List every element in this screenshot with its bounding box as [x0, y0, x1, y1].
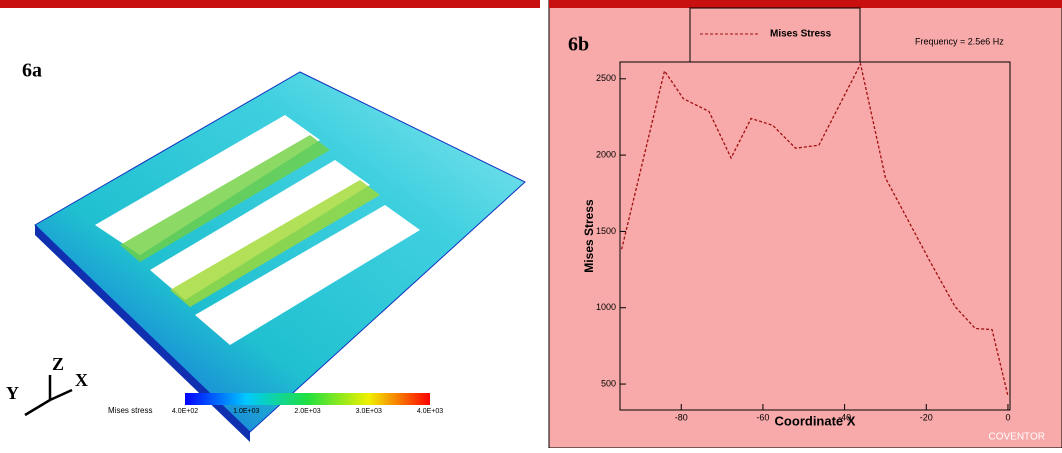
panel-b	[549, 0, 1062, 448]
panel-label: 6a	[22, 60, 42, 82]
x-tick-label: -80	[675, 412, 688, 422]
colorbar-label: 4.0E+02	[172, 408, 198, 415]
annotation: Frequency = 2.5e6 Hz	[915, 36, 1004, 46]
x-tick-label: -60	[756, 412, 769, 422]
y-axis-label: Mises Stress	[582, 199, 596, 273]
x-tick-label: 0	[1005, 412, 1010, 422]
colorbar-label: 3.0E+03	[356, 408, 382, 415]
y-tick-label: 500	[601, 378, 616, 388]
colorbar-label: 2.0E+03	[294, 408, 320, 415]
y-tick-label: 1000	[596, 302, 616, 312]
title-bar	[549, 0, 1062, 8]
colorbar-label: 1.0E+03	[233, 408, 259, 415]
legend-label: Mises Stress	[770, 29, 832, 40]
y-tick-label: 2500	[596, 73, 616, 83]
panel-label: 6b	[568, 34, 589, 56]
x-tick-label: -40	[838, 412, 851, 422]
axis-y: Y	[6, 383, 19, 403]
y-tick-label: 2000	[596, 149, 616, 159]
x-tick-label: -20	[920, 412, 933, 422]
axis-z: Z	[52, 354, 64, 374]
colorbar-title: Mises stress	[108, 406, 152, 415]
colorbar-label: 4.0E+03	[417, 408, 443, 415]
figure: 6a Mises stress Z Y X 6b Frequency = 2.5…	[0, 0, 1062, 448]
colorbar	[185, 393, 430, 405]
y-tick-label: 1500	[596, 226, 616, 236]
title-bar	[0, 0, 540, 8]
axis-x: X	[75, 370, 88, 390]
watermark: COVENTOR	[989, 432, 1046, 443]
